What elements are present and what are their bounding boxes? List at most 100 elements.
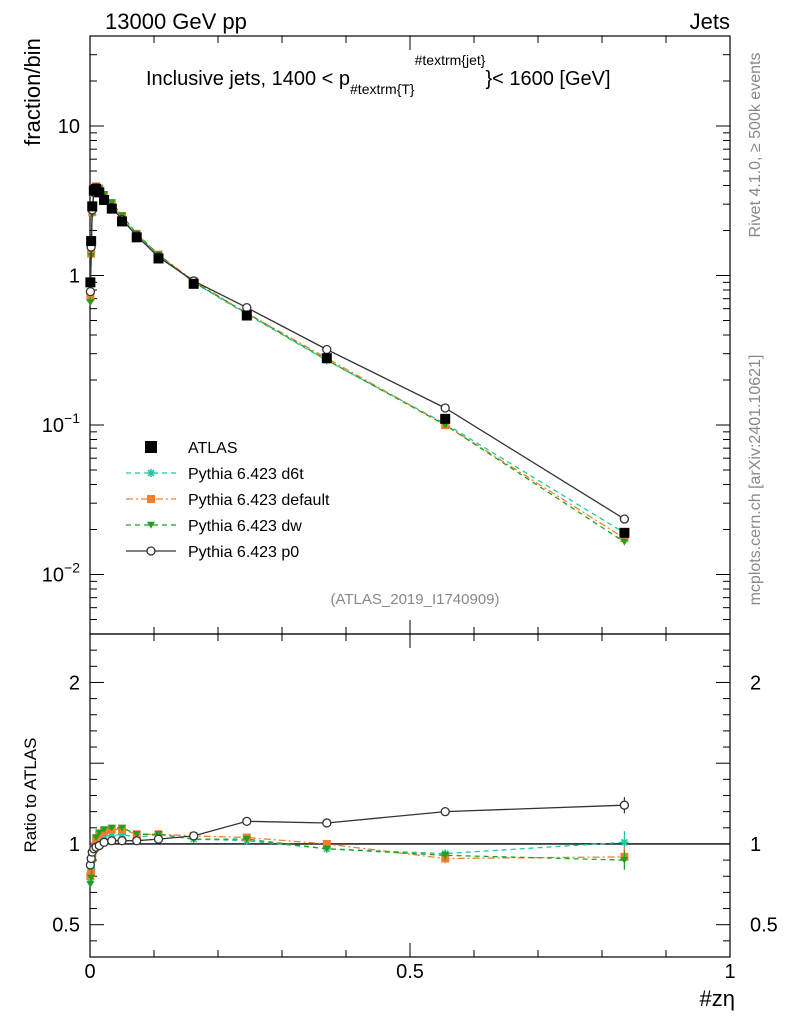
ratio-y-axis-label: Ratio to ATLAS <box>21 738 40 853</box>
ratio-series-pythia-6-423-default <box>86 825 629 881</box>
ratio-data-point <box>118 824 126 832</box>
data-point <box>131 232 142 243</box>
data-point <box>620 538 629 546</box>
x-axis-label: #zη <box>700 986 735 1011</box>
tick-label-exponent: −1 <box>64 410 80 426</box>
legend-entry-pythia-6-423-p0: Pythia 6.423 p0 <box>126 544 299 561</box>
data-point <box>99 194 110 205</box>
legend-entry-pythia-6-423-dw: Pythia 6.423 dw <box>126 518 302 535</box>
ratio-data-point <box>620 856 629 864</box>
main-series-group <box>85 182 630 546</box>
title-closing-brace: } <box>485 68 492 90</box>
data-point <box>188 278 199 289</box>
legend-marker <box>146 546 156 556</box>
legend-label: Pythia 6.423 dw <box>188 518 302 535</box>
data-point <box>106 203 117 214</box>
ratio-data-point <box>86 881 95 888</box>
ratio-data-point <box>132 831 141 838</box>
ratio-y-tick-label: 0.5 <box>52 915 80 937</box>
data-point <box>153 253 164 264</box>
legend-label: Pythia 6.423 d6t <box>188 466 304 483</box>
main-y-tick-label: 10−2 <box>42 560 80 587</box>
series-line <box>89 186 625 520</box>
ratio-data-point <box>99 837 109 847</box>
data-point <box>241 310 252 321</box>
data-point <box>85 277 96 288</box>
ratio-data-point <box>107 824 116 832</box>
legend: ATLAS Pythia 6.423 d6t Pythia 6.423 defaul… <box>126 440 330 561</box>
ratio-data-point <box>100 831 109 840</box>
data-point <box>85 286 96 297</box>
data-point <box>321 353 332 364</box>
header-energy-label: 13000 GeV pp <box>105 9 247 34</box>
legend-entry-atlas: ATLAS <box>145 440 238 457</box>
x-tick-label: 0.5 <box>396 961 424 983</box>
data-point <box>440 403 450 413</box>
ratio-data-point <box>153 834 164 844</box>
ratio-y-tick-label-right: 0.5 <box>750 915 778 937</box>
main-y-tick-label: 10 <box>58 116 80 138</box>
legend-marker <box>147 469 155 477</box>
ratio-data-point <box>619 800 630 810</box>
ratio-data-point <box>441 852 450 859</box>
ratio-y-tick-label: 1 <box>69 834 80 856</box>
legend-marker <box>145 441 157 453</box>
data-point <box>87 201 98 212</box>
ratio-data-point <box>107 831 116 840</box>
title-superscript: #textrm{jet} <box>415 52 486 68</box>
tick-label-base: 10 <box>42 565 64 587</box>
ratio-data-point <box>117 836 127 846</box>
ratio-series-pythia-6-423-p0 <box>85 797 630 870</box>
ratio-plot-frame <box>89 633 731 958</box>
main-y-tick-label: 1 <box>69 266 80 288</box>
ratio-y-tick-label: 2 <box>69 672 80 694</box>
ratio-data-point <box>242 816 252 826</box>
data-point <box>242 302 252 313</box>
x-tick-label: 1 <box>724 961 735 983</box>
ratio-series-pythia-6-423-dw <box>86 824 629 888</box>
ratio-series-line <box>89 833 625 880</box>
legend-entry-pythia-6-423-d6t: Pythia 6.423 d6t <box>126 466 304 483</box>
main-plot-frame <box>89 35 731 635</box>
main-y-tick-label: 10−1 <box>42 410 80 437</box>
ratio-data-point <box>132 836 142 846</box>
ratio-data-point <box>189 831 199 841</box>
data-point <box>117 216 127 227</box>
data-point <box>107 199 116 207</box>
title-suffix: < 1600 [GeV] <box>492 68 610 90</box>
ratio-data-point <box>440 807 450 817</box>
ratio-data-point <box>242 835 251 843</box>
ratio-data-point <box>92 834 101 842</box>
data-point <box>86 236 97 247</box>
ratio-tick-labels: 2 2 1 1 0.5 0.5 0 0.5 1 <box>52 672 778 983</box>
ratio-series-line <box>89 828 625 877</box>
legend-label: Pythia 6.423 default <box>188 492 330 509</box>
series-line <box>89 185 625 539</box>
ratio-data-point <box>87 874 96 882</box>
header-process-label: Jets <box>690 9 730 34</box>
series-line <box>89 185 625 534</box>
legend-entry-pythia-6-423-default: Pythia 6.423 default <box>126 492 330 509</box>
title-subscript: #textrm{T} <box>350 81 415 97</box>
ratio-data-point <box>100 826 109 834</box>
ratio-y-tick-label-right: 1 <box>750 834 761 856</box>
x-tick-label: 0 <box>84 961 95 983</box>
series-pythia-6-423-d6t <box>86 182 629 537</box>
main-axis-ticks <box>89 35 731 635</box>
mcplots-label: mcplots.cern.ch [arXiv:2401.10621] <box>747 355 764 606</box>
ratio-data-point <box>107 836 117 846</box>
tick-label-base: 10 <box>42 415 64 437</box>
series-pythia-6-423-p0 <box>85 183 630 524</box>
ratio-data-point <box>322 845 331 853</box>
legend-label: Pythia 6.423 p0 <box>188 544 299 561</box>
analysis-id-label: (ATLAS_2019_I1740909) <box>330 591 499 608</box>
data-point <box>86 299 95 307</box>
data-point <box>94 187 105 198</box>
ratio-data-point <box>95 829 104 837</box>
series-line <box>89 185 625 543</box>
ratio-data-point <box>322 839 331 848</box>
ratio-axis-ticks <box>89 634 731 957</box>
rivet-version-label: Rivet 4.1.0, ≥ 500k events <box>747 53 764 238</box>
data-point <box>619 527 630 538</box>
